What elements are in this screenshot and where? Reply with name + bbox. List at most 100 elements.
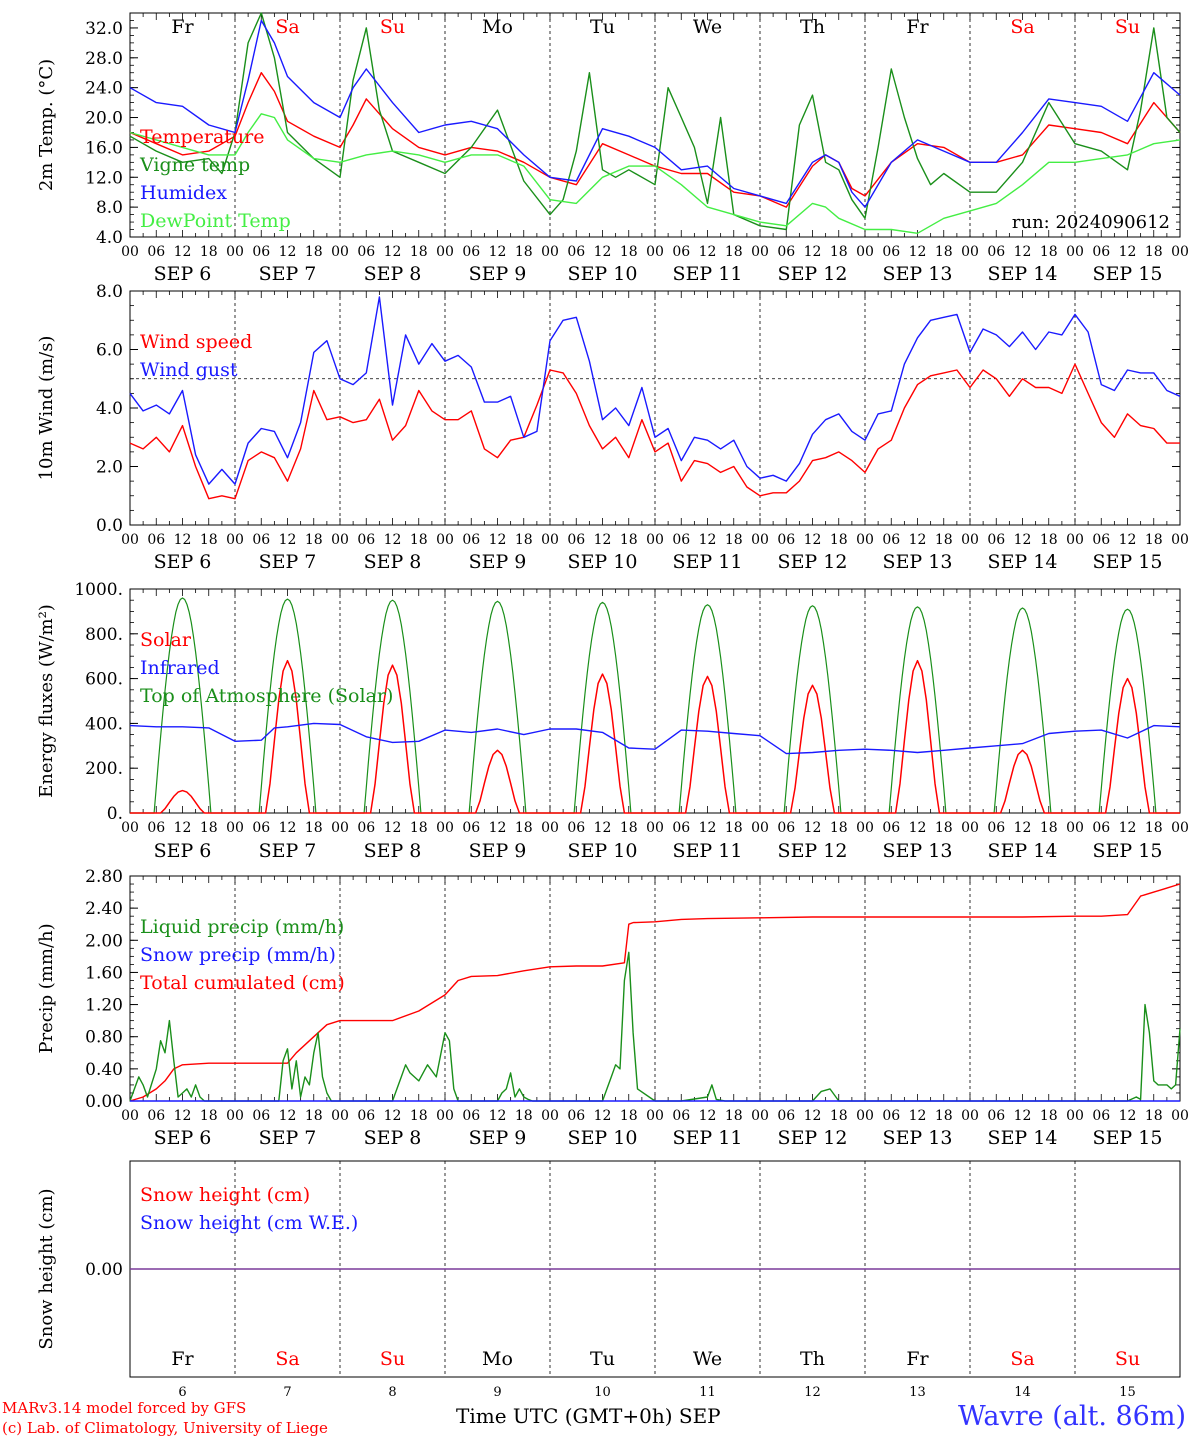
hour-tick-label: 18 bbox=[410, 820, 428, 836]
hour-tick-label: 06 bbox=[987, 244, 1005, 260]
y-tick-label: 200. bbox=[85, 759, 123, 779]
solar-line bbox=[235, 659, 340, 814]
series-line-humidex bbox=[129, 19, 1181, 208]
toa-solar-line bbox=[550, 601, 655, 814]
hour-tick-label: 18 bbox=[830, 532, 848, 548]
hour-tick-label: 18 bbox=[410, 244, 428, 260]
hour-tick-label: 06 bbox=[147, 244, 165, 260]
hour-tick-label: 06 bbox=[252, 1108, 270, 1124]
hour-tick-label: 00 bbox=[331, 244, 349, 260]
y-tick-label: 8.0 bbox=[96, 282, 123, 302]
hour-tick-label: 12 bbox=[909, 1108, 927, 1124]
date-label: SEP 14 bbox=[988, 551, 1058, 573]
date-label: SEP 15 bbox=[1093, 1127, 1163, 1149]
hour-tick-label: 12 bbox=[1014, 532, 1032, 548]
hour-tick-label: 12 bbox=[489, 1108, 507, 1124]
date-label: SEP 12 bbox=[778, 551, 848, 573]
hour-tick-label: 06 bbox=[147, 820, 165, 836]
hour-tick-label: 06 bbox=[672, 532, 690, 548]
toa-solar-line bbox=[1075, 608, 1180, 814]
date-label: SEP 10 bbox=[568, 263, 638, 285]
hour-tick-label: 06 bbox=[777, 244, 795, 260]
hour-tick-label: 12 bbox=[279, 820, 297, 836]
hour-tick-label: 06 bbox=[567, 244, 585, 260]
hour-tick-label: 18 bbox=[515, 820, 533, 836]
date-label: SEP 8 bbox=[364, 1127, 422, 1149]
hour-tick-label: 00 bbox=[1066, 532, 1084, 548]
run-annotation: run: 2024090612 bbox=[1012, 212, 1170, 233]
hour-tick-label: 12 bbox=[1119, 244, 1137, 260]
hour-tick-label: 18 bbox=[305, 1108, 323, 1124]
hour-tick-label: 00 bbox=[121, 1108, 139, 1124]
y-axis-label: Precip (mm/h) bbox=[36, 923, 57, 1053]
series-line-infrared bbox=[129, 722, 1181, 755]
legend-entry: Infrared bbox=[140, 657, 220, 679]
hour-tick-label: 00 bbox=[436, 532, 454, 548]
hour-tick-label: 18 bbox=[1145, 820, 1163, 836]
hour-tick-label: 12 bbox=[174, 1108, 192, 1124]
hour-tick-label: 18 bbox=[410, 532, 428, 548]
solar-line bbox=[445, 749, 550, 814]
weekday-label: Sa bbox=[275, 1348, 299, 1370]
date-label: SEP 6 bbox=[154, 263, 212, 285]
hour-tick-label: 00 bbox=[226, 244, 244, 260]
hour-tick-label: 00 bbox=[646, 1108, 664, 1124]
y-tick-label: 0.00 bbox=[85, 1260, 123, 1280]
y-tick-label: 4.0 bbox=[96, 399, 123, 419]
series-line-wind-speed bbox=[129, 363, 1180, 500]
weekday-label: Tu bbox=[590, 1348, 615, 1370]
hour-tick-label: 18 bbox=[830, 244, 848, 260]
hour-tick-label: 06 bbox=[462, 532, 480, 548]
weekday-label: Sa bbox=[1010, 16, 1034, 38]
hour-tick-label: 18 bbox=[935, 532, 953, 548]
hour-tick-label: 06 bbox=[882, 1108, 900, 1124]
hour-tick-label: 00 bbox=[1171, 820, 1189, 836]
y-tick-label: 2.0 bbox=[96, 458, 123, 478]
toa-solar-line bbox=[445, 600, 550, 814]
toa-solar-line bbox=[865, 606, 970, 814]
weekday-label: Mo bbox=[482, 1348, 513, 1370]
weekday-label: Th bbox=[800, 16, 825, 38]
hour-tick-label: 12 bbox=[489, 244, 507, 260]
date-label: SEP 13 bbox=[883, 1127, 953, 1149]
y-tick-label: 0.40 bbox=[85, 1060, 123, 1080]
y-tick-label: 800. bbox=[85, 625, 123, 645]
hour-tick-label: 00 bbox=[1066, 244, 1084, 260]
hour-tick-label: 18 bbox=[305, 820, 323, 836]
hour-tick-label: 00 bbox=[646, 820, 664, 836]
hour-tick-label: 12 bbox=[384, 1108, 402, 1124]
hour-tick-label: 12 bbox=[594, 820, 612, 836]
hour-tick-label: 18 bbox=[620, 532, 638, 548]
bottom-day-number: 13 bbox=[909, 1385, 926, 1400]
hour-tick-label: 18 bbox=[200, 1108, 218, 1124]
hour-tick-label: 00 bbox=[121, 820, 139, 836]
hour-tick-label: 18 bbox=[935, 1108, 953, 1124]
bottom-day-number: 7 bbox=[283, 1385, 291, 1400]
hour-tick-label: 00 bbox=[331, 1108, 349, 1124]
legend-entry: DewPoint Temp bbox=[140, 210, 291, 232]
y-tick-label: 0.80 bbox=[85, 1028, 123, 1048]
date-label: SEP 8 bbox=[364, 551, 422, 573]
hour-tick-label: 06 bbox=[777, 532, 795, 548]
hour-tick-label: 12 bbox=[174, 244, 192, 260]
hour-tick-label: 06 bbox=[672, 244, 690, 260]
toa-solar-line bbox=[760, 605, 865, 814]
hour-tick-label: 06 bbox=[252, 820, 270, 836]
y-tick-label: 4.0 bbox=[96, 228, 123, 248]
y-tick-label: 12.0 bbox=[85, 168, 123, 188]
date-label: SEP 7 bbox=[259, 840, 317, 862]
series-line-dewpoint-temp bbox=[129, 113, 1181, 235]
bottom-day-number: 6 bbox=[178, 1385, 186, 1400]
hour-tick-label: 06 bbox=[1092, 244, 1110, 260]
bottom-day-number: 8 bbox=[388, 1385, 396, 1400]
hour-tick-label: 12 bbox=[909, 820, 927, 836]
hour-tick-label: 18 bbox=[410, 1108, 428, 1124]
hour-tick-label: 12 bbox=[699, 244, 717, 260]
hour-tick-label: 12 bbox=[909, 244, 927, 260]
date-label: SEP 7 bbox=[259, 551, 317, 573]
series-line-vigne-temp bbox=[129, 12, 1181, 231]
date-label: SEP 10 bbox=[568, 551, 638, 573]
weekday-label: Sa bbox=[275, 16, 299, 38]
y-tick-label: 1000. bbox=[74, 580, 123, 600]
hour-tick-label: 00 bbox=[436, 1108, 454, 1124]
